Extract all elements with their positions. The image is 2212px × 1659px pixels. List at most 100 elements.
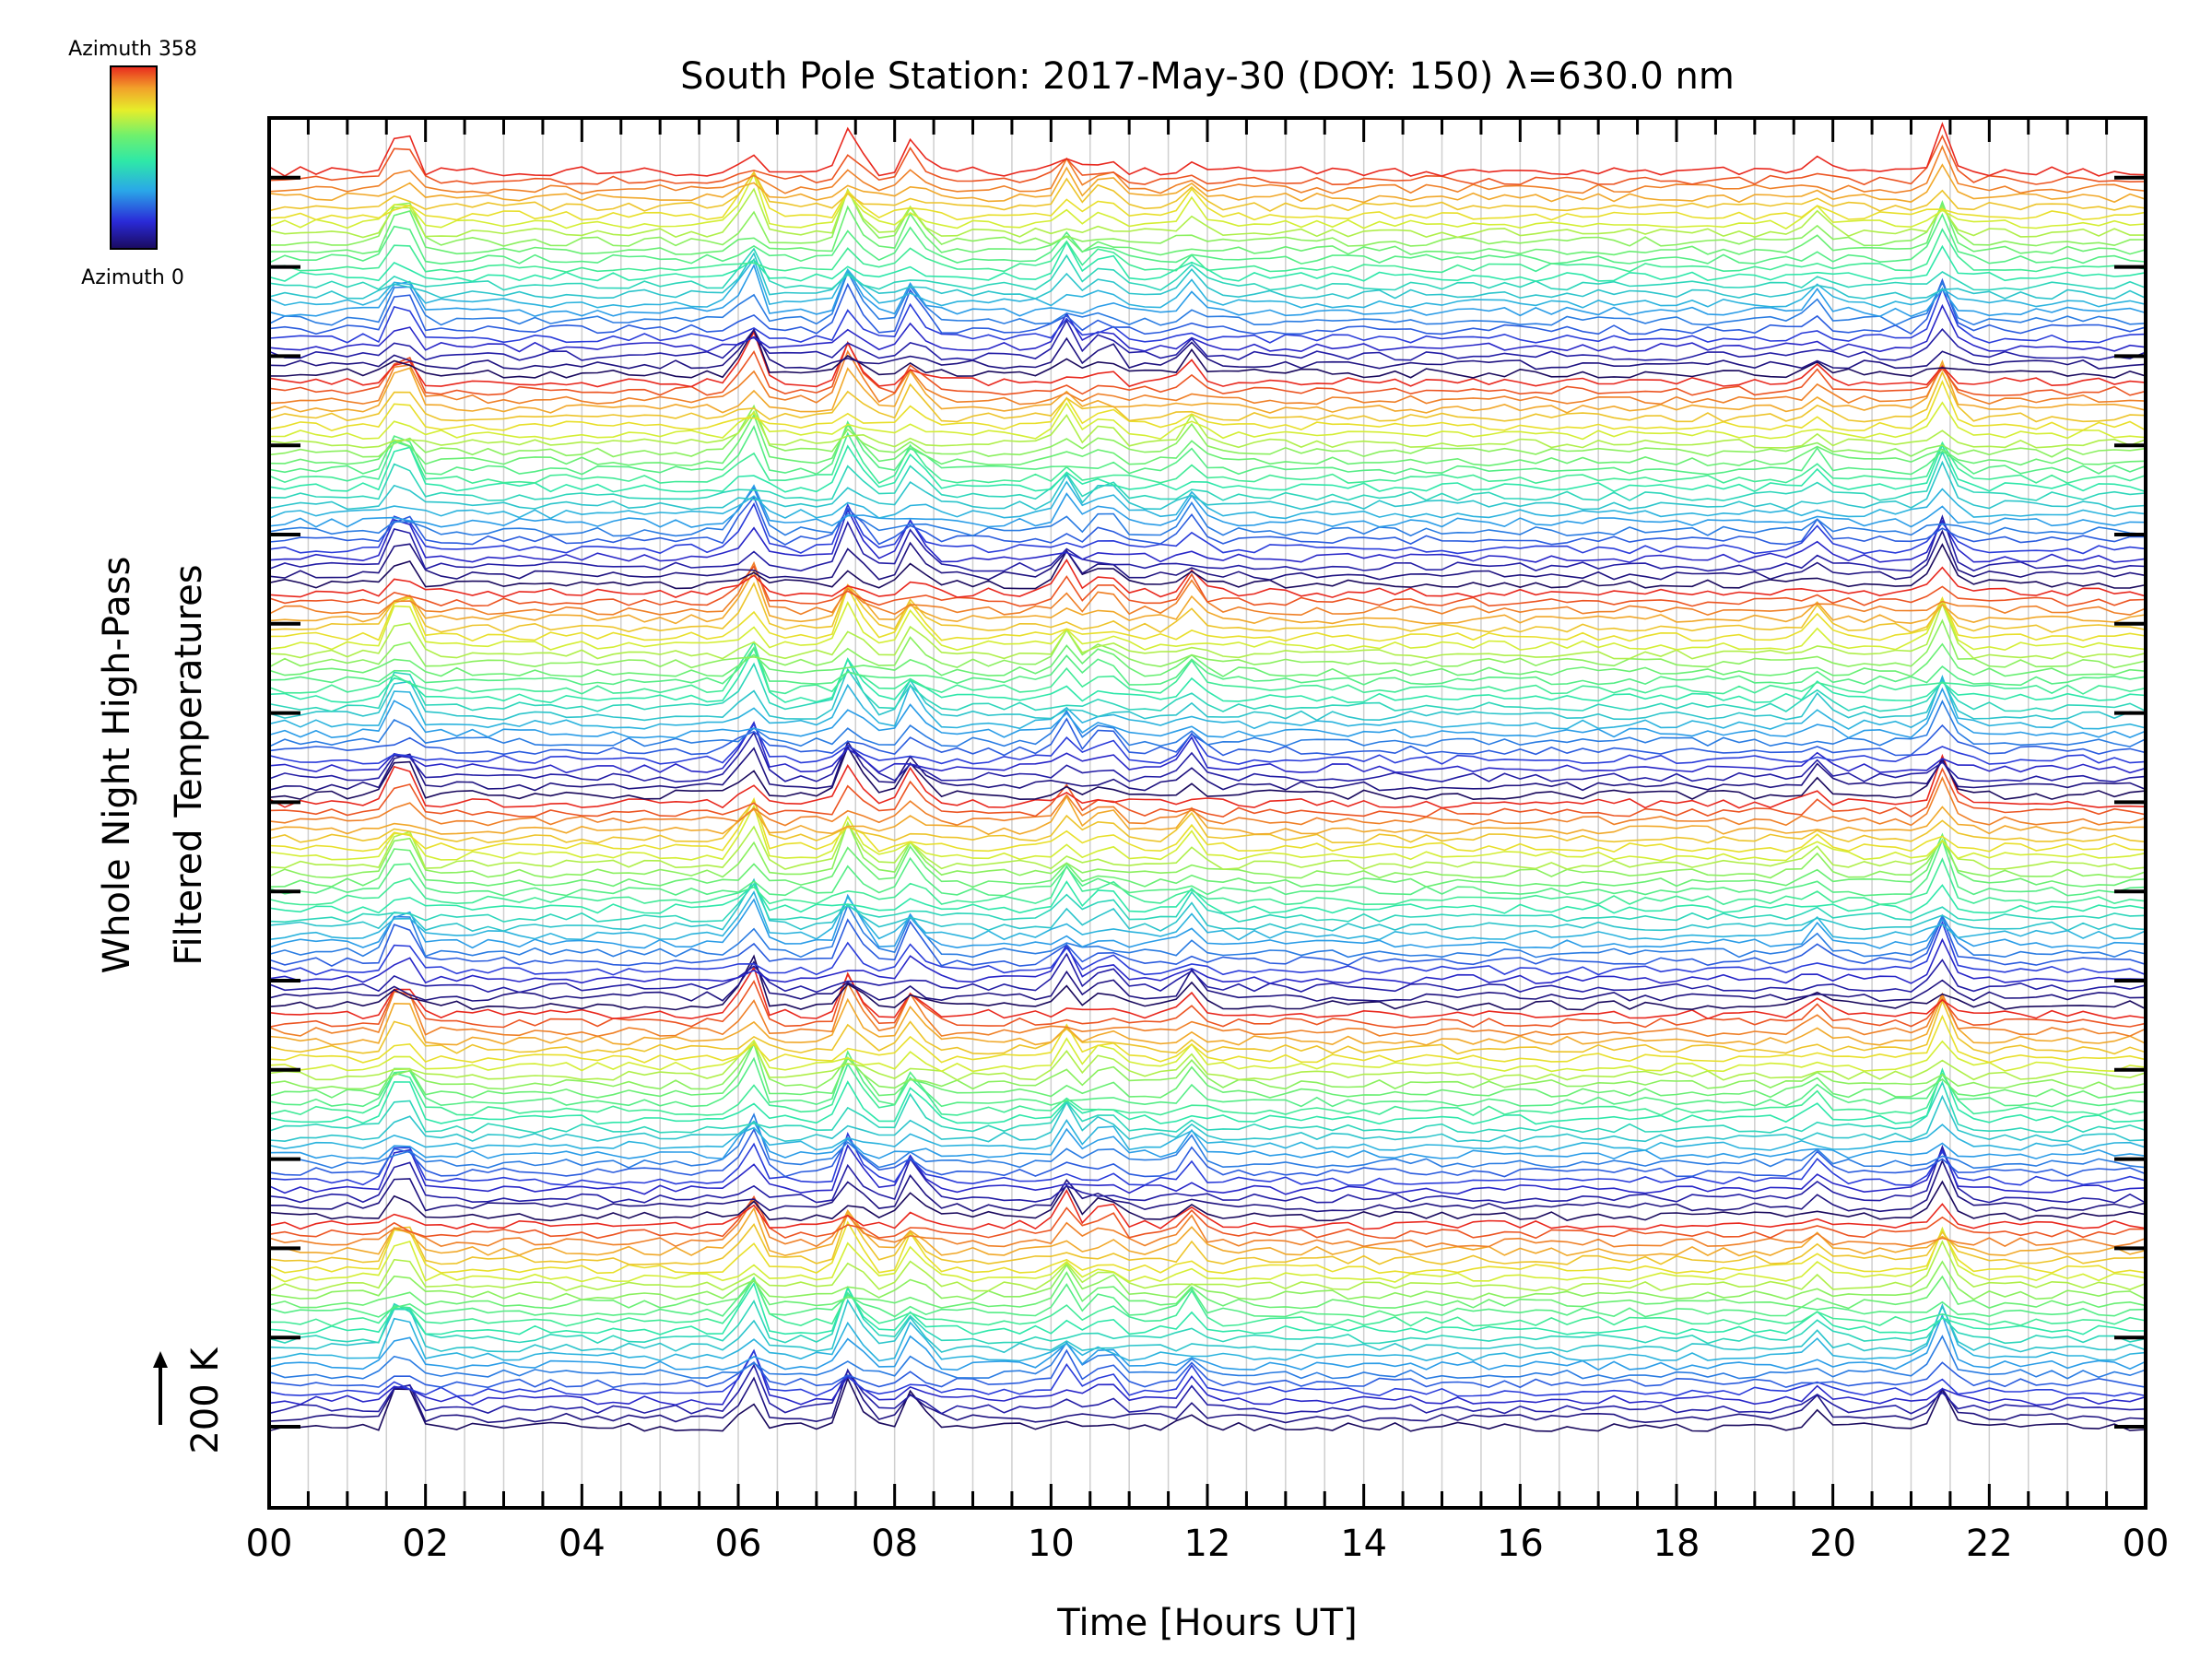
tick-marks xyxy=(267,118,2147,1508)
series-line xyxy=(269,1195,2146,1240)
series-line xyxy=(269,1281,2146,1335)
x-tick-label: 22 xyxy=(1966,1523,2013,1565)
series-line xyxy=(269,1260,2146,1300)
series-line xyxy=(269,1240,2146,1292)
series-line xyxy=(269,270,2146,326)
series-line xyxy=(269,618,2146,669)
series-line xyxy=(269,797,2146,853)
series-line xyxy=(269,994,2146,1046)
series-line xyxy=(269,915,2146,968)
series-line xyxy=(269,199,2146,256)
series-line xyxy=(269,303,2146,353)
series-line xyxy=(269,484,2146,528)
series-line xyxy=(269,598,2146,652)
series-line xyxy=(269,767,2146,818)
series-line xyxy=(269,187,2146,239)
series-line xyxy=(269,646,2146,704)
tick-labels: 00 02 04 06 08 10 12 14 16 18 20 22 00 xyxy=(246,1523,2170,1565)
series-line xyxy=(269,998,2146,1055)
series-line xyxy=(269,487,2146,537)
series-line xyxy=(269,349,2146,406)
x-tick-label: 06 xyxy=(715,1523,762,1565)
series-line xyxy=(269,564,2146,607)
colorbar xyxy=(110,65,158,250)
series-line xyxy=(269,1037,2146,1073)
series-line xyxy=(269,1348,2146,1389)
series-line xyxy=(269,794,2146,836)
chart-title: South Pole Station: 2017-May-30 (DOY: 15… xyxy=(680,55,1735,98)
series-line xyxy=(269,1120,2146,1160)
series-line xyxy=(269,700,2146,747)
series-line xyxy=(269,495,2146,546)
series-line xyxy=(269,1335,2146,1380)
series-line xyxy=(269,212,2146,265)
series-line xyxy=(269,667,2146,722)
series-line xyxy=(269,601,2146,660)
series-line xyxy=(269,163,2146,204)
series-line xyxy=(269,893,2146,949)
series-line xyxy=(269,745,2146,801)
series-line xyxy=(269,882,2146,924)
series-line xyxy=(269,1050,2146,1108)
series-line xyxy=(269,890,2146,941)
x-tick-label: 20 xyxy=(1809,1523,1856,1565)
series-line xyxy=(269,460,2146,511)
series-line xyxy=(269,800,2146,844)
x-tick-label: 00 xyxy=(246,1523,293,1565)
colorbar-bottom-label: Azimuth 0 xyxy=(81,266,184,289)
series-line xyxy=(269,657,2146,712)
series-line xyxy=(269,171,2146,221)
x-tick-label: 12 xyxy=(1184,1523,1231,1565)
series-line xyxy=(269,529,2146,581)
series-line xyxy=(269,1112,2146,1170)
series-line xyxy=(269,569,2146,625)
series-line xyxy=(269,857,2146,906)
series-line xyxy=(269,1014,2146,1064)
x-tick-label: 02 xyxy=(402,1523,449,1565)
series-line xyxy=(269,838,2146,897)
series-line xyxy=(269,277,2146,335)
series-line xyxy=(269,413,2146,467)
series-line xyxy=(269,1196,2146,1248)
series-line xyxy=(269,340,2146,396)
series-line xyxy=(269,172,2146,230)
series-line xyxy=(269,1368,2146,1424)
series-line xyxy=(269,1144,2146,1205)
series-line xyxy=(269,1119,2146,1152)
series-line xyxy=(269,960,2146,1003)
series-line xyxy=(269,450,2146,501)
series-line xyxy=(269,954,2146,1011)
series-line xyxy=(269,903,2146,959)
series-line xyxy=(269,420,2146,476)
series-line xyxy=(269,1127,2146,1178)
series-line xyxy=(269,832,2146,888)
y-axis-label-line2: Filtered Temperatures xyxy=(168,564,210,965)
series-line xyxy=(269,1276,2146,1318)
series-line xyxy=(269,1180,2146,1222)
series-line xyxy=(269,1062,2146,1117)
series-line xyxy=(269,723,2146,765)
x-tick-label: 18 xyxy=(1653,1523,1700,1565)
series-line xyxy=(269,171,2146,212)
series-line xyxy=(269,721,2146,774)
series-line xyxy=(269,821,2146,871)
series-line xyxy=(269,514,2146,572)
series-line xyxy=(269,981,2146,1038)
series-line xyxy=(269,1080,2146,1134)
series-line xyxy=(269,971,2146,1029)
series-line xyxy=(269,687,2146,739)
series-line xyxy=(269,739,2146,792)
series-line xyxy=(269,1159,2146,1213)
series-line xyxy=(269,675,2146,730)
series-line xyxy=(269,582,2146,633)
series-line xyxy=(269,404,2146,458)
series-line xyxy=(269,330,2146,388)
x-tick-label: 10 xyxy=(1028,1523,1075,1565)
series-line xyxy=(269,370,2146,423)
series-line xyxy=(269,920,2146,976)
series-line xyxy=(269,1348,2146,1406)
x-tick-label: 16 xyxy=(1497,1523,1544,1565)
series-line xyxy=(269,1041,2146,1099)
series-line xyxy=(269,642,2146,677)
series-line xyxy=(269,187,2146,247)
